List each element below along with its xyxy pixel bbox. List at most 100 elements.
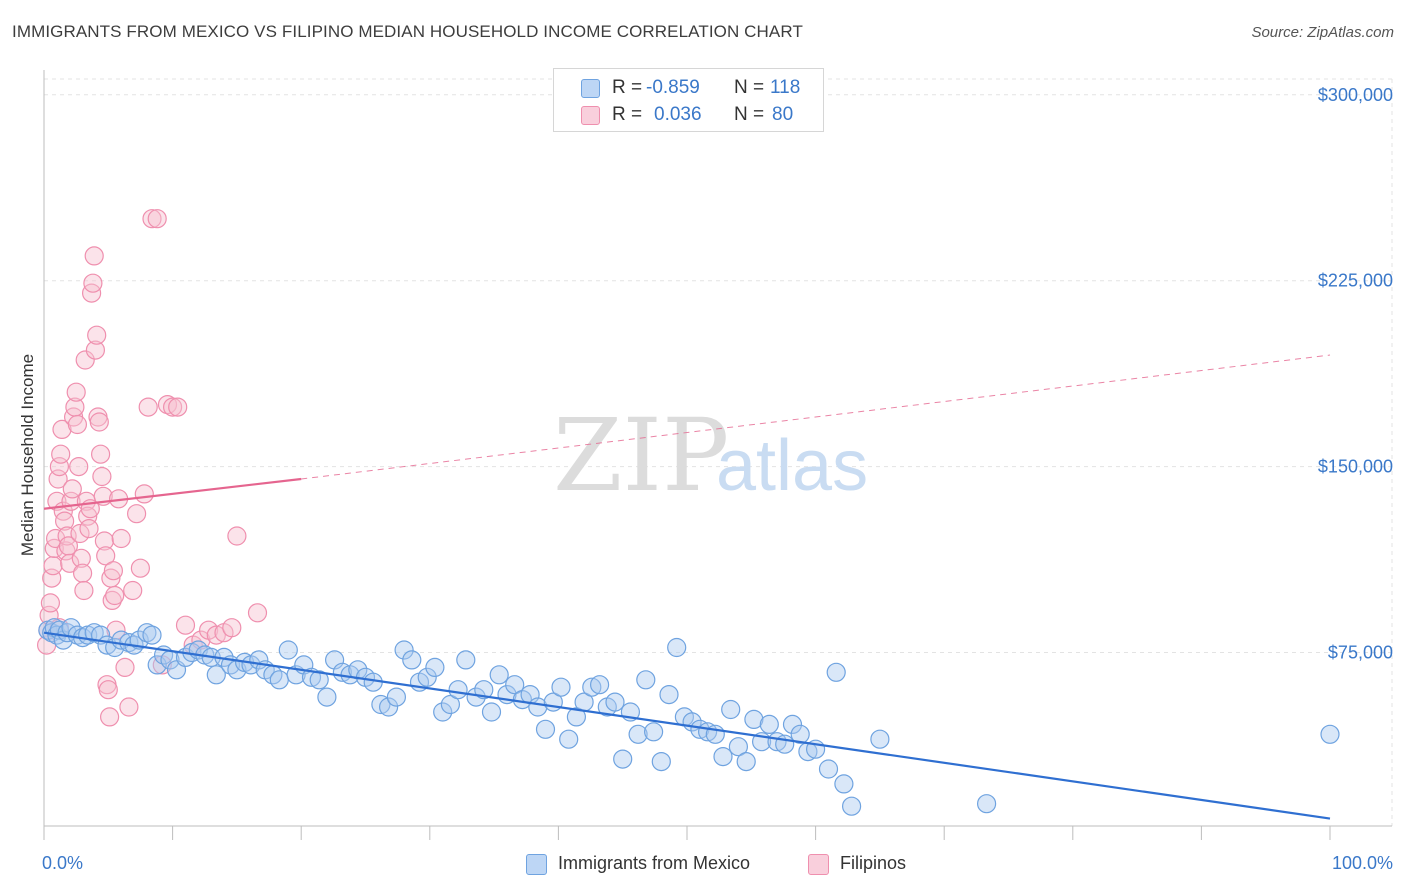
point-mexico	[628, 724, 648, 744]
tick-labels: $75,000 $150,000 $225,000 $300,000 0.0% 100.0…	[42, 85, 1393, 873]
axes	[43, 70, 1392, 840]
y-axis-title: Median Household Income	[18, 354, 37, 556]
point-filipinos	[84, 246, 104, 266]
trend-line-mexico	[43, 631, 1331, 820]
point-mexico	[589, 675, 610, 695]
point-filipinos	[75, 350, 95, 370]
point-mexico	[721, 699, 741, 720]
point-mexico	[505, 675, 525, 695]
point-filipinos	[43, 556, 63, 576]
legend-swatch-filipinos	[581, 106, 600, 125]
point-filipinos	[87, 325, 107, 345]
point-filipinos	[247, 603, 268, 623]
point-filipinos	[222, 618, 242, 638]
point-mexico	[826, 662, 846, 682]
point-filipinos	[74, 580, 94, 601]
point-filipinos	[119, 697, 139, 717]
trend-lines	[43, 354, 1331, 820]
point-filipinos	[72, 563, 93, 583]
chart-source: Source: ZipAtlas.com	[1251, 24, 1394, 41]
legend-n-label: N =	[734, 104, 765, 125]
point-filipinos	[102, 590, 122, 611]
legend-row-mexico: R = -0.859 N = 118	[554, 75, 823, 101]
point-mexico	[713, 746, 733, 767]
point-mexico	[394, 640, 414, 660]
legend-row-filipinos: R = 0.036 N = 80	[554, 102, 823, 128]
point-mexico	[870, 729, 890, 749]
point-filipinos	[70, 523, 90, 544]
point-mexico	[481, 702, 502, 722]
point-mexico	[489, 665, 509, 685]
point-mexico	[371, 694, 391, 715]
legend-swatch-mexico	[581, 79, 600, 98]
point-filipinos	[227, 526, 247, 546]
point-filipinos	[98, 680, 118, 700]
point-mexico	[559, 729, 579, 749]
point-mexico	[782, 714, 803, 735]
point-mexico	[818, 759, 839, 779]
watermark-atlas: atlas	[716, 426, 868, 506]
point-filipinos	[90, 444, 111, 464]
point-filipinos	[66, 382, 86, 402]
legend-r-label: R =	[612, 104, 643, 125]
legend-r-label: R =	[612, 77, 643, 98]
point-filipinos	[60, 553, 80, 573]
point-filipinos	[56, 541, 76, 561]
y-tick-label: $75,000	[1328, 642, 1393, 662]
point-mexico	[535, 719, 556, 739]
point-mexico	[834, 774, 854, 794]
point-mexico	[379, 697, 399, 717]
point-filipinos	[52, 419, 72, 439]
point-filipinos	[127, 504, 147, 524]
point-mexico	[605, 692, 625, 712]
point-filipinos	[67, 414, 88, 435]
point-mexico	[278, 640, 298, 660]
point-filipinos	[79, 518, 99, 539]
point-mexico	[1320, 724, 1340, 744]
point-mexico	[790, 724, 810, 744]
point-filipinos	[54, 511, 75, 531]
point-filipinos	[168, 397, 188, 417]
legend-label-mexico: Immigrants from Mexico	[558, 853, 751, 873]
point-mexico	[651, 751, 671, 772]
point-filipinos	[130, 558, 150, 578]
point-filipinos	[175, 615, 196, 635]
point-mexico	[142, 625, 162, 645]
point-filipinos	[81, 283, 102, 303]
point-mexico	[659, 684, 679, 705]
point-filipinos	[40, 593, 61, 613]
legend-swatch-filipinos	[808, 854, 829, 875]
correlation-legend: R = -0.859 N = 118 R = 0.036 N = 80	[553, 68, 824, 132]
legend-label-filipinos: Filipinos	[840, 853, 907, 873]
point-mexico	[667, 637, 687, 658]
point-filipinos	[71, 548, 91, 568]
legend-n-label: N =	[734, 77, 765, 98]
point-filipinos	[89, 412, 109, 432]
point-filipinos	[138, 397, 158, 417]
watermark: ZIP atlas	[553, 397, 868, 514]
point-filipinos	[115, 657, 135, 678]
point-mexico	[147, 655, 167, 675]
point-mexico	[386, 687, 406, 707]
point-mexico	[309, 670, 329, 690]
point-mexico	[841, 796, 862, 816]
x-tick-label-min: 0.0%	[42, 853, 83, 873]
x-tick-label-max: 100.0%	[1332, 853, 1393, 873]
point-filipinos	[103, 561, 124, 581]
point-filipinos	[134, 484, 154, 504]
point-mexico	[582, 677, 602, 697]
point-mexico	[440, 694, 460, 715]
point-filipinos	[83, 273, 103, 293]
series-filipinos	[36, 209, 268, 727]
point-mexico	[736, 751, 756, 772]
point-filipinos	[142, 209, 162, 229]
point-filipinos	[163, 397, 183, 417]
point-filipinos	[62, 479, 82, 499]
point-mexico	[744, 709, 764, 730]
trend-line-filipinos-dashed	[301, 354, 1331, 480]
legend-swatch-mexico	[526, 854, 547, 875]
point-mexico	[643, 722, 664, 742]
legend-r-value: -0.859	[646, 77, 700, 98]
point-mexico	[137, 623, 157, 643]
point-filipinos	[106, 620, 126, 640]
